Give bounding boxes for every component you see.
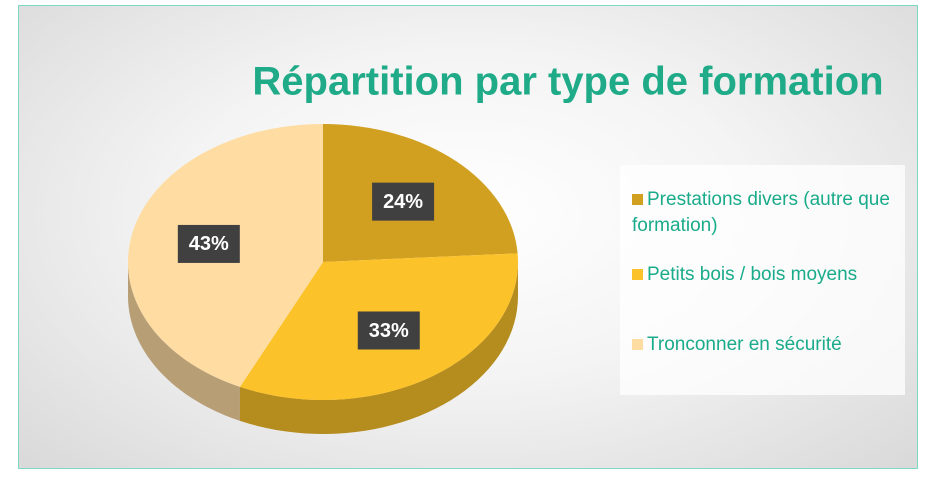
- legend-entry: Tronconner en sécurité: [632, 332, 897, 358]
- chart-title: Répartition par type de formation: [252, 60, 883, 104]
- data-label-box: [372, 182, 435, 221]
- legend: Prestations divers (autre que formation)…: [620, 165, 905, 395]
- data-label-box: [177, 224, 240, 263]
- data-label: 43%: [189, 233, 229, 255]
- data-label: 33%: [369, 320, 409, 342]
- legend-swatch: [632, 269, 643, 280]
- legend-label: Petits bois / bois moyens: [647, 264, 858, 285]
- legend-entry: Prestations divers (autre que formation): [632, 187, 897, 239]
- slice-side: [239, 262, 519, 434]
- data-label: 24%: [383, 191, 423, 213]
- data-label-box: [357, 311, 420, 350]
- slice-side: [128, 262, 240, 421]
- legend-label: Tronconner en sécurité: [647, 334, 842, 355]
- legend-swatch: [632, 339, 643, 350]
- legend-swatch: [632, 194, 643, 205]
- legend-entry: Petits bois / bois moyens: [632, 262, 897, 288]
- legend-label: Prestations divers (autre que formation): [632, 189, 890, 236]
